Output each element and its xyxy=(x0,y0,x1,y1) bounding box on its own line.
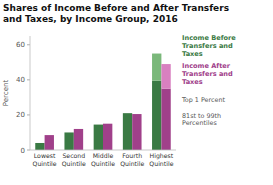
bar xyxy=(94,125,103,150)
y-tick-label: 60 xyxy=(16,41,25,49)
y-tick xyxy=(27,114,30,115)
x-tick-label: LowestQuintile xyxy=(33,152,57,167)
bar xyxy=(74,129,83,150)
bar xyxy=(152,54,161,81)
y-tick xyxy=(27,150,30,151)
bar xyxy=(45,135,54,136)
x-tick-label: SecondQuintile xyxy=(62,152,86,167)
text-line: Quintile xyxy=(149,160,173,167)
bar xyxy=(132,114,141,150)
x-tick-label: MiddleQuintile xyxy=(91,152,115,167)
text-line: Middle xyxy=(93,152,114,159)
text-line: Transfers and xyxy=(182,70,233,78)
y-tick-label: 20 xyxy=(16,111,25,119)
text-line: and Taxes, by Income Group, 2016 xyxy=(3,14,178,24)
bar xyxy=(123,113,132,150)
y-tick-label: 0 xyxy=(21,147,25,155)
text-line: Income After xyxy=(182,62,231,70)
bar xyxy=(64,132,73,150)
x-tick-label: FourthQuintile xyxy=(120,152,144,167)
bar xyxy=(161,89,170,150)
text-line: Taxes xyxy=(182,50,203,58)
text-line: Shares of Income Before and After Transf… xyxy=(3,3,229,13)
x-axis-line xyxy=(30,150,176,151)
y-tick-label: 40 xyxy=(16,76,25,84)
bar xyxy=(35,143,44,150)
y-axis-line xyxy=(30,36,31,150)
chart: Shares of Income Before and After Transf… xyxy=(0,0,273,185)
segment-label: Top 1 Percent xyxy=(181,96,225,104)
y-tick xyxy=(27,79,30,80)
x-tick-label: HighestQuintile xyxy=(149,152,173,167)
text-line: Transfers and xyxy=(182,42,233,50)
text-line: Top 1 Percent xyxy=(181,96,225,104)
bar xyxy=(94,124,103,125)
text-line: Quintile xyxy=(91,160,115,167)
bar xyxy=(74,128,83,129)
text-line: Income Before xyxy=(182,34,236,42)
bar xyxy=(161,64,170,89)
y-axis-label: Percent xyxy=(2,80,10,107)
bar xyxy=(152,81,161,150)
text-line: Quintile xyxy=(62,160,86,167)
bars xyxy=(35,54,170,150)
group-label: Income BeforeTransfers andTaxes xyxy=(182,34,236,58)
bar xyxy=(64,132,73,133)
y-tick xyxy=(27,44,30,45)
title: Shares of Income Before and After Transf… xyxy=(3,3,229,24)
bar xyxy=(103,123,112,124)
bar xyxy=(103,124,112,150)
text-line: Fourth xyxy=(122,152,142,159)
text-line: Quintile xyxy=(120,160,144,167)
bar xyxy=(35,142,44,143)
bar xyxy=(45,135,54,150)
text-line: Percentiles xyxy=(182,119,218,127)
segment-label: 81st to 99thPercentiles xyxy=(182,112,221,128)
bar xyxy=(123,113,132,114)
group-label: Income AfterTransfers andTaxes xyxy=(182,62,233,86)
bar xyxy=(132,114,141,115)
text-line: Taxes xyxy=(182,78,203,86)
text-line: Lowest xyxy=(34,152,56,159)
text-line: Second xyxy=(62,152,85,159)
text-line: Quintile xyxy=(33,160,57,167)
